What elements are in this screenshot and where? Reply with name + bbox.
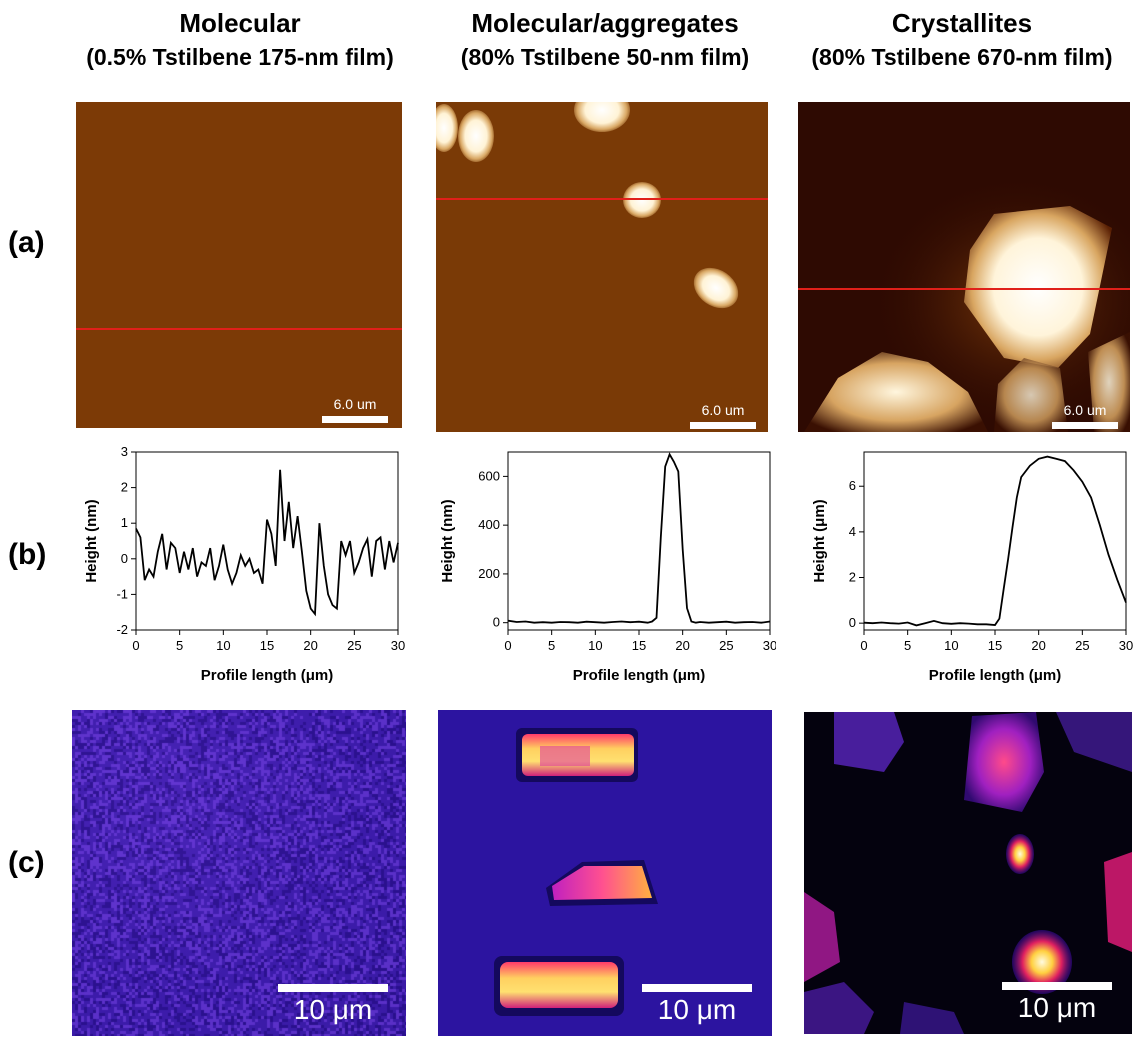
plot-frame: [135, 451, 399, 631]
x-tick-label: 20: [675, 638, 689, 653]
profile-series-line: [135, 469, 399, 617]
y-tick-label: 0: [849, 615, 856, 630]
y-tick-label: -2: [116, 622, 128, 637]
crystallite: [964, 206, 1112, 368]
afm-image-crystallites: 6.0 um: [798, 102, 1130, 432]
y-tick-label: 2: [849, 570, 856, 585]
y-tick-label: 0: [493, 615, 500, 630]
afm-features: [436, 102, 739, 309]
x-tick-label: 30: [391, 638, 405, 653]
y-tick-label: 200: [478, 566, 500, 581]
afm-scale-bar: [1052, 422, 1118, 429]
crystallite: [804, 352, 988, 432]
pl-features: [494, 728, 658, 1016]
profile-line: [436, 198, 768, 200]
profile-line: [76, 328, 402, 330]
height-profile-chart-2: 0 5 10 15 20 25 30 0 200 400 600 Profile length (μm…: [439, 451, 776, 684]
x-axis-label: Profile length (μm): [573, 667, 706, 684]
x-tick-label: 30: [763, 638, 776, 653]
y-tick-label: 4: [849, 524, 856, 539]
row-label-c: (c): [8, 846, 45, 879]
pl-image-crystallites: 10 μm: [804, 712, 1132, 1034]
y-tick-label: 1: [121, 515, 128, 530]
x-tick-label: 5: [176, 638, 183, 653]
x-tick-label: 20: [303, 638, 317, 653]
column-title-1: Molecular (0.5% Tstilbene 175-nm film): [60, 6, 420, 74]
aggregate: [574, 102, 630, 132]
column-title-text: Crystallites: [891, 8, 1033, 38]
afm-image-molecular: 6.0 um: [76, 102, 402, 428]
afm-features: [804, 172, 1130, 432]
pl-scale-label: 10 μm: [657, 994, 737, 1025]
column-subtitle-text: (80% Tstilbene 670-nm film): [811, 44, 1113, 70]
x-tick-label: 10: [944, 638, 958, 653]
column-subtitle-text: (80% Tstilbene 50-nm film): [460, 44, 750, 70]
afm-scale-bar: [690, 422, 756, 429]
x-tick-label: 5: [548, 638, 555, 653]
pl-scale-label: 10 μm: [293, 994, 373, 1025]
row-label-b: (b): [8, 538, 47, 571]
profile-series-line: [863, 455, 1127, 627]
profile-line: [798, 288, 1130, 290]
y-tick-label: -1: [116, 586, 128, 601]
x-tick-label: 15: [988, 638, 1002, 653]
y-axis-label: Height (nm): [83, 499, 100, 582]
afm-scale-label: 6.0 um: [333, 396, 377, 412]
plot-frame: [507, 451, 771, 631]
y-tick-label: 2: [121, 480, 128, 495]
y-axis-label: Height (nm): [439, 499, 456, 582]
y-tick-label: 6: [849, 478, 856, 493]
aggregate: [458, 110, 494, 162]
pl-features: [804, 712, 1132, 1034]
x-tick-label: 5: [904, 638, 911, 653]
x-tick-label: 10: [216, 638, 230, 653]
column-title-text: Molecular/aggregates: [471, 8, 739, 38]
column-subtitle-text: (0.5% Tstilbene 175-nm film): [86, 44, 394, 70]
pl-scale-bar: [642, 984, 752, 992]
pl-image-aggregates: 10 μm: [438, 710, 772, 1036]
x-tick-label: 20: [1031, 638, 1045, 653]
y-axis-label: Height (μm): [811, 499, 828, 582]
row-label-a: (a): [8, 226, 45, 259]
afm-image-aggregates: 6.0 um: [436, 102, 768, 432]
x-axis-label: Profile length (μm): [929, 667, 1062, 684]
x-tick-label: 25: [347, 638, 361, 653]
x-tick-label: 25: [719, 638, 733, 653]
pl-scale-bar: [278, 984, 388, 992]
x-tick-label: 0: [504, 638, 511, 653]
x-tick-label: 0: [860, 638, 867, 653]
column-title-3: Crystallites (80% Tstilbene 670-nm film): [790, 6, 1134, 74]
aggregate-emission: [552, 866, 652, 900]
profile-series-line: [507, 452, 771, 624]
x-tick-label: 0: [132, 638, 139, 653]
y-tick-label: 3: [121, 444, 128, 459]
pl-scale-bar: [1002, 982, 1112, 990]
y-tick-label: 400: [478, 517, 500, 532]
x-tick-label: 15: [260, 638, 274, 653]
afm-scale-label: 6.0 um: [701, 402, 745, 418]
aggregate: [693, 267, 739, 309]
y-tick-label: 600: [478, 468, 500, 483]
x-tick-label: 10: [588, 638, 602, 653]
crystallite: [1088, 332, 1130, 432]
aggregate: [436, 104, 458, 152]
afm-scale-label: 6.0 um: [1063, 402, 1107, 418]
height-profile-chart-1: 0 5 10 15 20 25 30 -2 -1 0 1 2 3 Profile length (μm) H…: [83, 444, 405, 684]
x-tick-label: 30: [1119, 638, 1133, 653]
aggregate-emission: [500, 962, 618, 1008]
x-tick-label: 15: [632, 638, 646, 653]
x-tick-label: 25: [1075, 638, 1089, 653]
pl-scale-label: 10 μm: [1017, 992, 1097, 1023]
height-profile-chart-3: 0 5 10 15 20 25 30 0 2 4 6 Profile length (μm) Heigh…: [811, 451, 1133, 684]
crystallite: [994, 358, 1068, 432]
pl-image-molecular: 10 μm: [72, 710, 406, 1036]
plot-frame: [863, 451, 1127, 631]
afm-scale-bar: [322, 416, 388, 423]
y-tick-label: 0: [121, 551, 128, 566]
x-axis-label: Profile length (μm): [201, 667, 334, 684]
pl-noise-texture: [72, 710, 406, 1036]
aggregate: [623, 182, 661, 218]
column-title-2: Molecular/aggregates (80% Tstilbene 50-n…: [420, 6, 790, 74]
column-title-text: Molecular: [179, 8, 301, 38]
